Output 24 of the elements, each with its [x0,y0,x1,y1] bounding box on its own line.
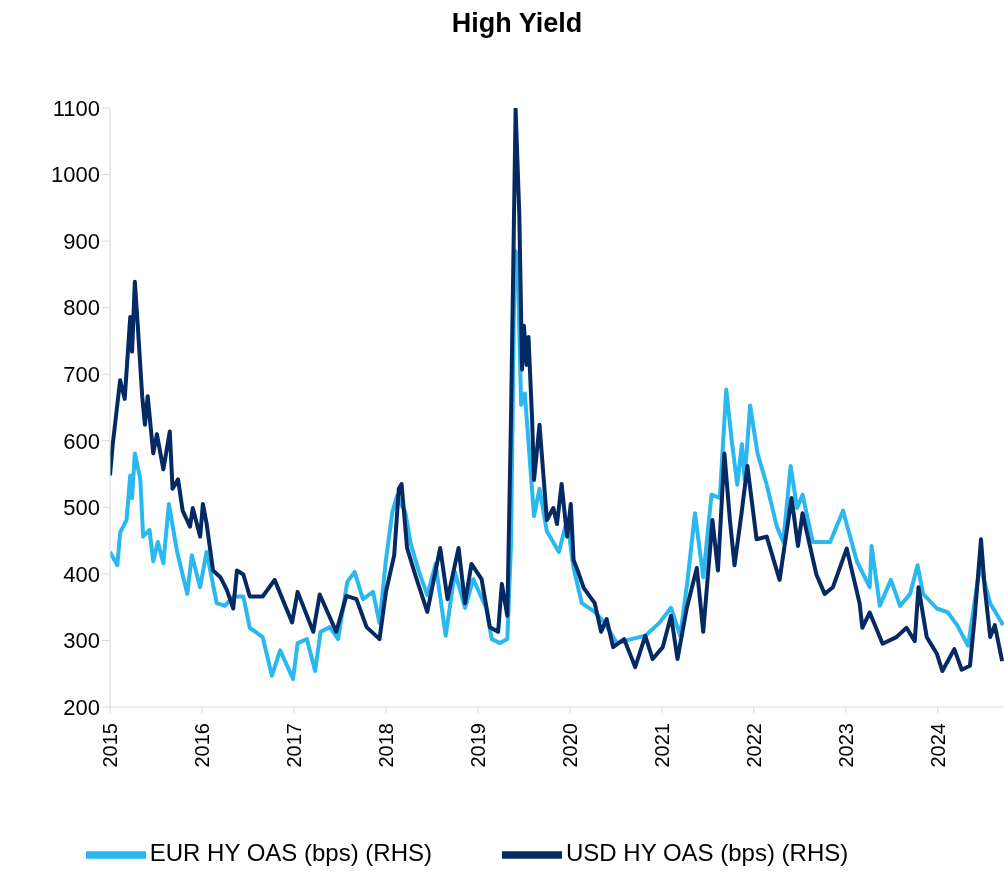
legend-label: USD HY OAS (bps) (RHS) [566,839,849,867]
y-tick-label: 900 [63,228,100,254]
x-tick-label: 2022 [742,723,765,768]
x-tick-label: 2023 [834,723,857,768]
x-tick-label: 2021 [650,723,673,768]
y-tick-label: 200 [63,694,100,720]
x-tick-label: 2018 [374,723,397,768]
x-tick-label: 2015 [99,723,121,768]
y-tick-label: 1100 [52,95,100,121]
chart-title: High Yield [450,8,584,39]
y-tick-label: 400 [63,561,100,587]
legend-label: EUR HY OAS (bps) (RHS) [149,839,432,867]
x-tick-label: 2016 [190,723,213,768]
y-tick-label: 1000 [51,162,100,188]
y-tick-label: 800 [63,295,100,321]
y-tick-label: 500 [63,495,100,521]
x-tick-label: 2017 [282,723,305,768]
x-tick-label: 2019 [466,723,489,768]
x-tick-label: 2020 [558,723,581,768]
line-series [110,108,1004,674]
y-tick-label: 600 [63,428,100,454]
x-tick-label: 2024 [926,723,949,768]
y-tick-label: 700 [63,362,100,388]
y-tick-label: 300 [63,628,100,654]
